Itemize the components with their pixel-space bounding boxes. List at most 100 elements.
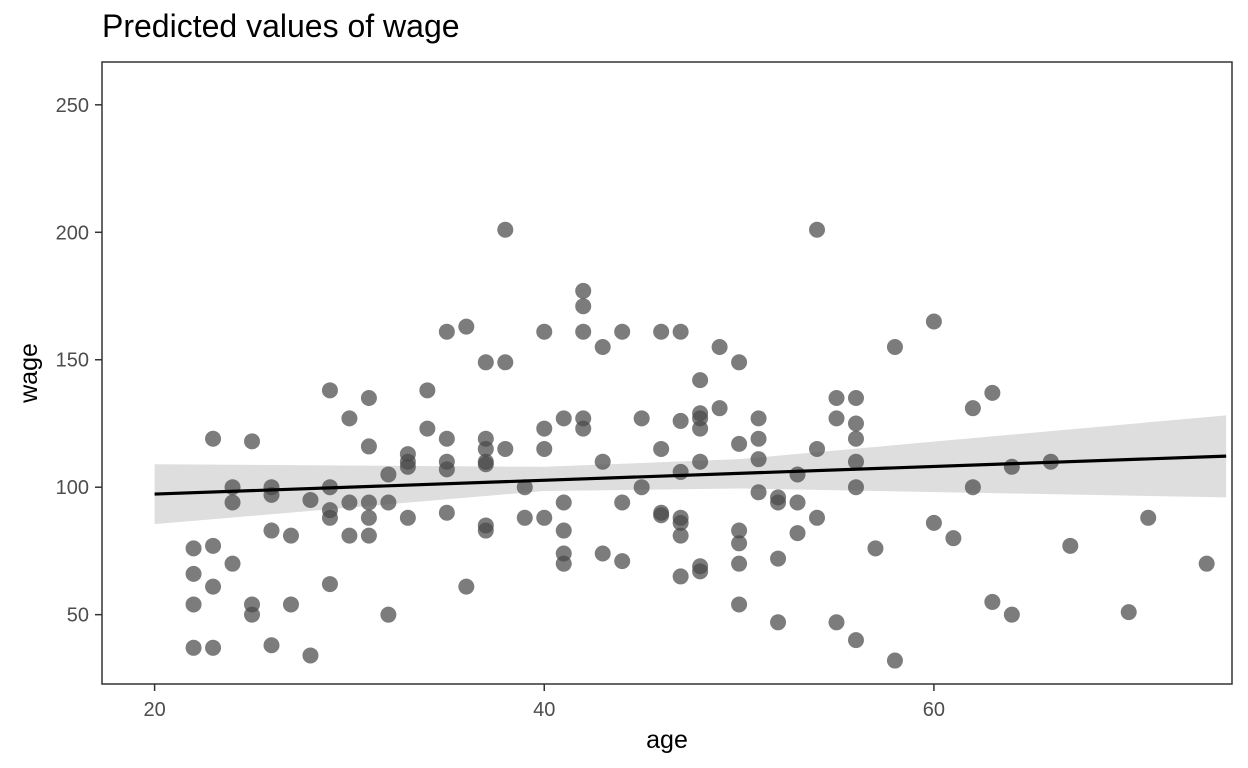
data-point [945, 530, 962, 547]
data-point [536, 420, 553, 437]
data-point [575, 323, 592, 340]
data-point [399, 509, 416, 526]
data-point [847, 632, 864, 649]
data-point [750, 410, 767, 427]
data-point [497, 221, 514, 238]
data-point [1120, 604, 1137, 621]
data-point [789, 494, 806, 511]
y-axis-title: wage [15, 343, 43, 404]
x-tick-label: 60 [923, 699, 945, 721]
data-point [672, 514, 689, 531]
data-point [750, 484, 767, 501]
data-point [789, 466, 806, 483]
data-point [1062, 537, 1079, 554]
x-tick-label: 20 [143, 699, 165, 721]
data-point [867, 540, 884, 557]
data-point [516, 479, 533, 496]
data-point [594, 545, 611, 562]
data-point [633, 479, 650, 496]
data-point [731, 596, 748, 613]
data-point [555, 410, 572, 427]
data-point [360, 509, 377, 526]
data-point [302, 647, 319, 664]
data-point [750, 451, 767, 468]
data-point [575, 298, 592, 315]
data-point [555, 555, 572, 572]
data-point [321, 382, 338, 399]
data-point [360, 527, 377, 544]
data-point [984, 384, 1001, 401]
data-point [731, 354, 748, 371]
y-tick-label: 50 [67, 605, 89, 627]
data-point [964, 479, 981, 496]
x-axis-title: age [646, 726, 688, 754]
data-point [653, 440, 670, 457]
data-point [302, 491, 319, 508]
data-point [360, 389, 377, 406]
data-point [809, 509, 826, 526]
data-point [516, 509, 533, 526]
panel-border [101, 61, 1233, 685]
data-point [185, 639, 202, 656]
data-point [614, 323, 631, 340]
y-tick-label: 250 [56, 95, 89, 117]
data-point [536, 323, 553, 340]
data-point [672, 568, 689, 585]
data-point [497, 440, 514, 457]
data-point [653, 323, 670, 340]
data-point [438, 323, 455, 340]
data-point [185, 540, 202, 557]
data-point [1003, 606, 1020, 623]
data-point [244, 433, 261, 450]
data-point [477, 354, 494, 371]
data-point [809, 440, 826, 457]
data-point [1003, 458, 1020, 475]
data-point [750, 430, 767, 447]
data-point [672, 527, 689, 544]
data-point [360, 438, 377, 455]
x-tick-label: 40 [533, 699, 555, 721]
data-point [633, 410, 650, 427]
data-point [438, 461, 455, 478]
data-point [847, 453, 864, 470]
data-point [419, 382, 436, 399]
data-point [672, 412, 689, 429]
data-point [321, 576, 338, 593]
data-point [653, 507, 670, 524]
data-point [731, 435, 748, 452]
data-point [925, 313, 942, 330]
data-point [224, 555, 241, 572]
data-point [224, 494, 241, 511]
data-point [555, 522, 572, 539]
data-point [341, 494, 358, 511]
plot-layer [154, 221, 1227, 669]
data-point [594, 338, 611, 355]
data-point [847, 415, 864, 432]
data-point [925, 514, 942, 531]
data-point [964, 400, 981, 417]
y-tick-label: 100 [56, 477, 89, 499]
data-point [438, 504, 455, 521]
data-point [458, 578, 475, 595]
data-point [185, 596, 202, 613]
data-point [770, 550, 787, 567]
confidence-band [154, 415, 1227, 525]
y-tick-label: 200 [56, 222, 89, 244]
data-point [711, 400, 728, 417]
data-point [321, 509, 338, 526]
data-point [731, 535, 748, 552]
data-point [477, 440, 494, 457]
data-point [594, 453, 611, 470]
data-point [380, 494, 397, 511]
data-point [185, 565, 202, 582]
data-point [828, 389, 845, 406]
data-point [847, 430, 864, 447]
data-point [341, 410, 358, 427]
data-point [263, 522, 280, 539]
data-point [263, 637, 280, 654]
data-point [477, 522, 494, 539]
axes-layer: 20 40 60 50 100 150 200 250 [56, 95, 945, 721]
data-point [672, 323, 689, 340]
data-point [692, 372, 709, 389]
